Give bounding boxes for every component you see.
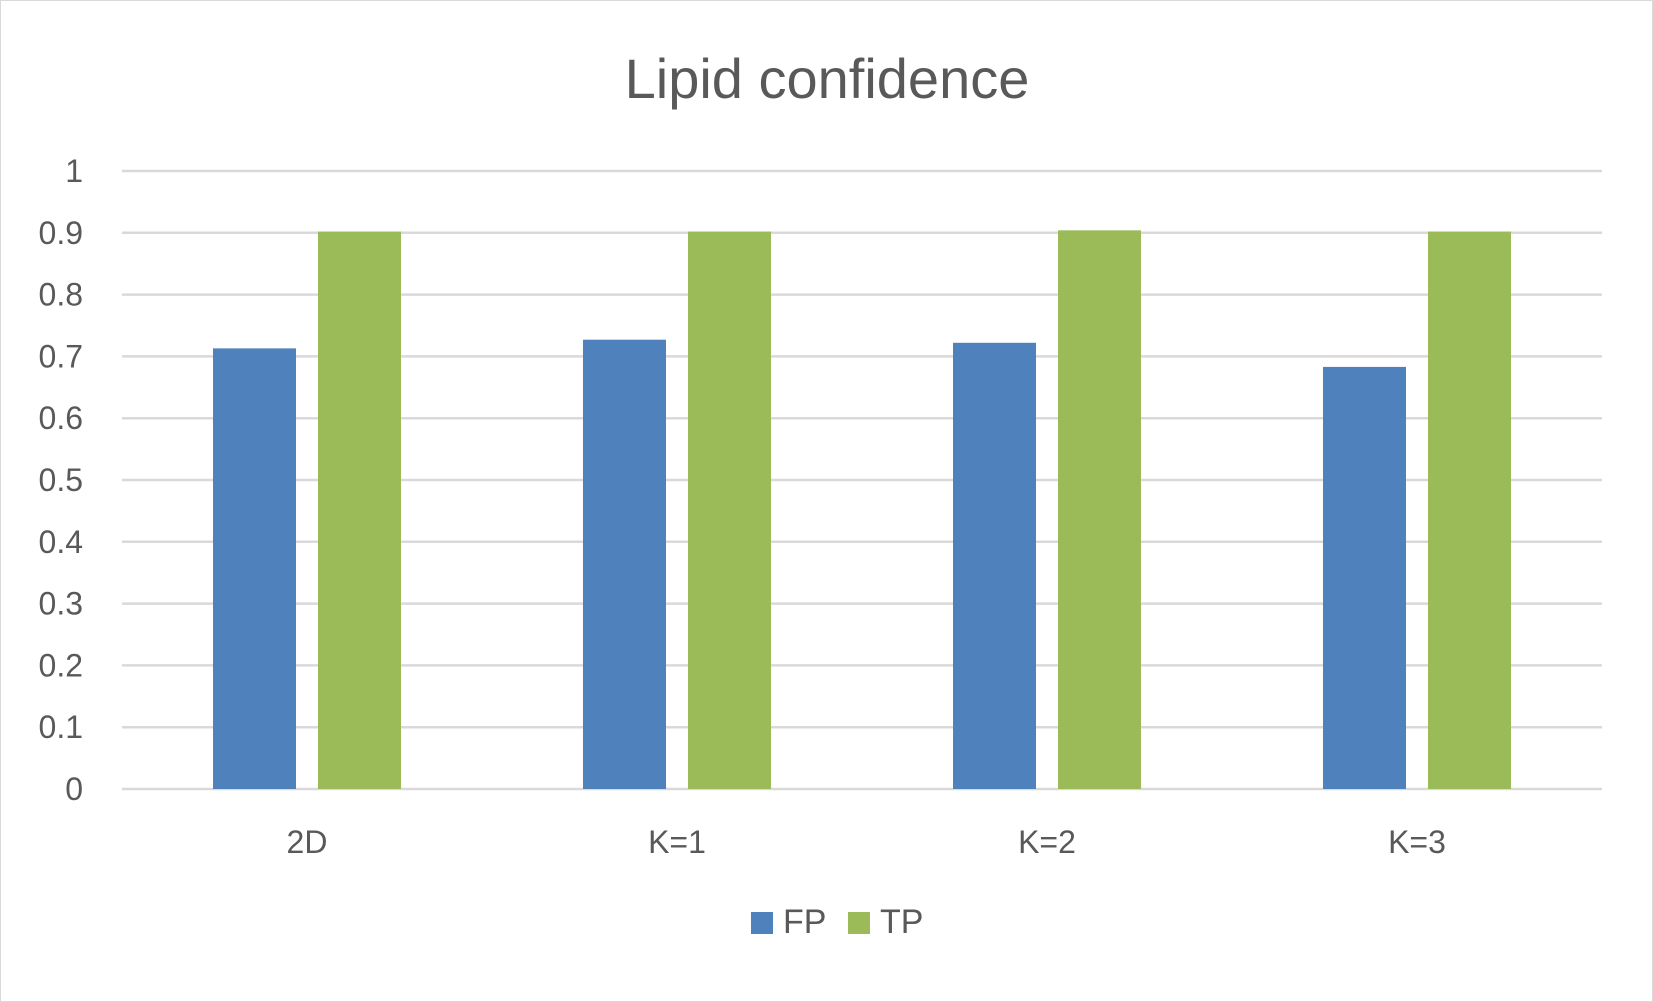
y-tick-label: 0.4: [39, 524, 83, 560]
bar-fp-0: [213, 348, 296, 789]
y-tick-label: 0.3: [39, 586, 83, 622]
bar-tp-3: [1428, 231, 1511, 790]
y-tick-label: 0: [65, 771, 83, 807]
y-tick-label: 0.8: [39, 277, 83, 313]
bar-tp-0: [318, 231, 401, 790]
y-tick-label: 0.5: [39, 462, 83, 498]
y-tick-label: 0.2: [39, 647, 83, 683]
bar-fp-2: [953, 342, 1036, 789]
x-tick-label: K=3: [1388, 824, 1446, 860]
x-tick-label: K=1: [648, 824, 706, 860]
y-axis-ticks: 0 0.1 0.2 0.3 0.4 0.5 0.6 0.7 0.8 0.9 1: [39, 153, 83, 807]
legend-label-tp: TP: [880, 903, 923, 941]
bars: [213, 230, 1511, 790]
bar-tp-1: [688, 231, 771, 790]
y-tick-label: 0.7: [39, 338, 83, 374]
bar-fp-3: [1323, 366, 1406, 789]
y-tick-label: 0.1: [39, 709, 83, 745]
bar-fp-1: [583, 339, 666, 789]
legend-label-fp: FP: [783, 903, 826, 941]
y-tick-label: 0.9: [39, 215, 83, 251]
chart-title: Lipid confidence: [625, 47, 1030, 110]
legend: FP TP: [751, 903, 923, 941]
x-axis-ticks: 2D K=1 K=2 K=3: [287, 824, 1446, 860]
y-tick-label: 0.6: [39, 400, 83, 436]
x-tick-label: K=2: [1018, 824, 1076, 860]
y-tick-label: 1: [65, 153, 83, 189]
bar-tp-2: [1058, 230, 1141, 789]
x-tick-label: 2D: [287, 824, 328, 860]
legend-swatch-fp: [751, 912, 773, 934]
legend-swatch-tp: [848, 912, 870, 934]
